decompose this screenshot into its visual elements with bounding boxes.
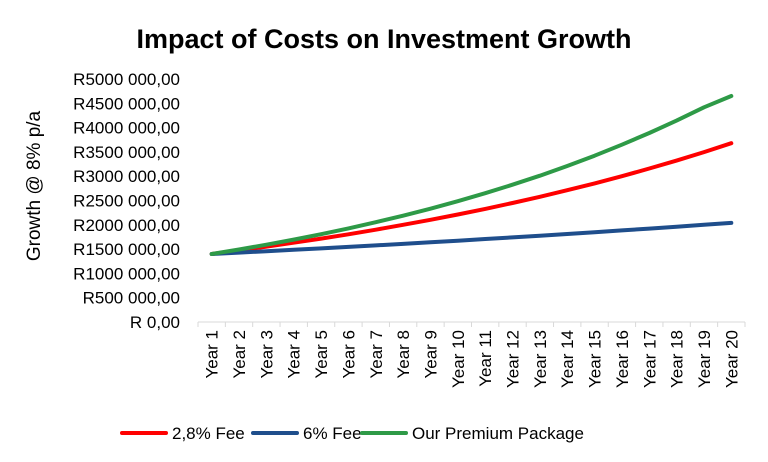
x-tick-label: Year 15 xyxy=(586,330,605,388)
x-tick-label: Year 1 xyxy=(203,330,222,379)
y-tick-label: R1500 000,00 xyxy=(73,240,180,259)
x-tick-label: Year 11 xyxy=(476,330,495,387)
x-tick-label: Year 13 xyxy=(531,330,550,388)
y-tick-label: R3500 000,00 xyxy=(73,143,180,162)
series-line-1 xyxy=(209,141,734,256)
y-tick-label: R 0,00 xyxy=(130,313,180,332)
x-tick-label: Year 19 xyxy=(695,330,714,388)
chart-title: Impact of Costs on Investment Growth xyxy=(136,24,631,54)
legend-label: Our Premium Package xyxy=(412,424,584,443)
y-tick-label: R2000 000,00 xyxy=(73,216,180,235)
y-tick-label: R1000 000,00 xyxy=(73,264,180,283)
y-tick-label: R2500 000,00 xyxy=(73,192,180,211)
x-tick-label: Year 8 xyxy=(394,330,413,379)
legend: 2,8% Fee 6% Fee Our Premium Package xyxy=(120,424,584,443)
x-tick-label: Year 4 xyxy=(285,330,304,379)
x-tick-label: Year 17 xyxy=(640,330,659,388)
y-axis: R 0,00 R500 000,00 R1000 000,00 R1500 000,0… xyxy=(73,70,180,332)
x-tick-label: Year 16 xyxy=(613,330,632,388)
y-tick-label: R5000 000,00 xyxy=(73,70,180,89)
x-axis: Year 1 Year 2 Year 3 Year 4 Year 5 Year 6 Year… xyxy=(197,321,746,388)
x-tick-label: Year 7 xyxy=(367,330,386,379)
legend-label: 2,8% Fee xyxy=(172,424,245,443)
x-tick-label: Year 20 xyxy=(722,330,741,388)
series-line-3 xyxy=(209,94,734,256)
x-tick-label: Year 12 xyxy=(504,330,523,388)
y-tick-label: R4500 000,00 xyxy=(73,94,180,113)
series-line-2 xyxy=(209,220,734,256)
plot-area xyxy=(209,94,734,256)
y-tick-label: R3000 000,00 xyxy=(73,167,180,186)
y-tick-label: R500 000,00 xyxy=(83,289,180,308)
legend-label: 6% Fee xyxy=(303,424,362,443)
y-axis-title: Growth @ 8% p/a xyxy=(24,110,45,261)
x-tick-label: Year 10 xyxy=(449,330,468,388)
x-tick-label: Year 18 xyxy=(668,330,687,388)
x-tick-label: Year 14 xyxy=(558,330,577,388)
x-tick-label: Year 5 xyxy=(312,330,331,379)
x-tick-label: Year 2 xyxy=(230,330,249,379)
x-tick-label: Year 9 xyxy=(421,330,440,379)
y-tick-label: R4000 000,00 xyxy=(73,119,180,138)
x-tick-label: Year 3 xyxy=(257,330,276,379)
x-tick-label: Year 6 xyxy=(339,330,358,379)
